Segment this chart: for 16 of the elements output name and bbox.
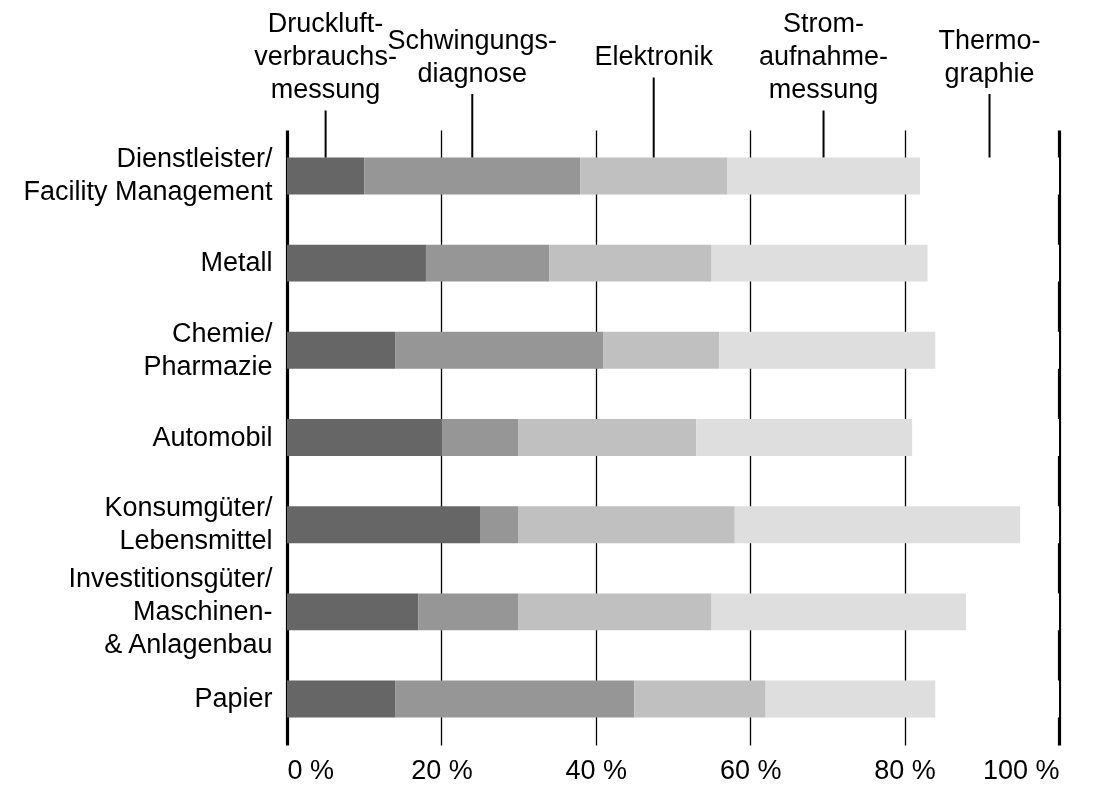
y-tick-label: Automobil — [152, 421, 273, 452]
x-tick-label: 100 % — [982, 754, 1060, 785]
y-tick-label: Investitionsgüter/ Maschinen- & Anlagenbau — [68, 562, 273, 659]
y-tick-label: Metall — [200, 247, 273, 278]
x-tick-label: 60 % — [719, 754, 782, 785]
y-tick-label: Dienstleister/ Facility Management — [23, 143, 273, 207]
series-label: Strom- aufnahme- messung — [758, 8, 889, 104]
x-tick-label: 40 % — [565, 754, 628, 785]
y-tick-label: Chemie/ Pharmazie — [143, 317, 273, 381]
x-tick-label: 0 % — [287, 754, 335, 785]
y-tick-label: Konsumgüter/ Lebensmittel — [104, 492, 273, 556]
text: Elektronik — [594, 41, 714, 71]
text: Thermo- graphie — [938, 24, 1041, 88]
x-tick-label: 80 % — [874, 754, 936, 785]
x-tick-label: 20 % — [411, 754, 473, 785]
y-tick-label: Papier — [194, 683, 273, 714]
